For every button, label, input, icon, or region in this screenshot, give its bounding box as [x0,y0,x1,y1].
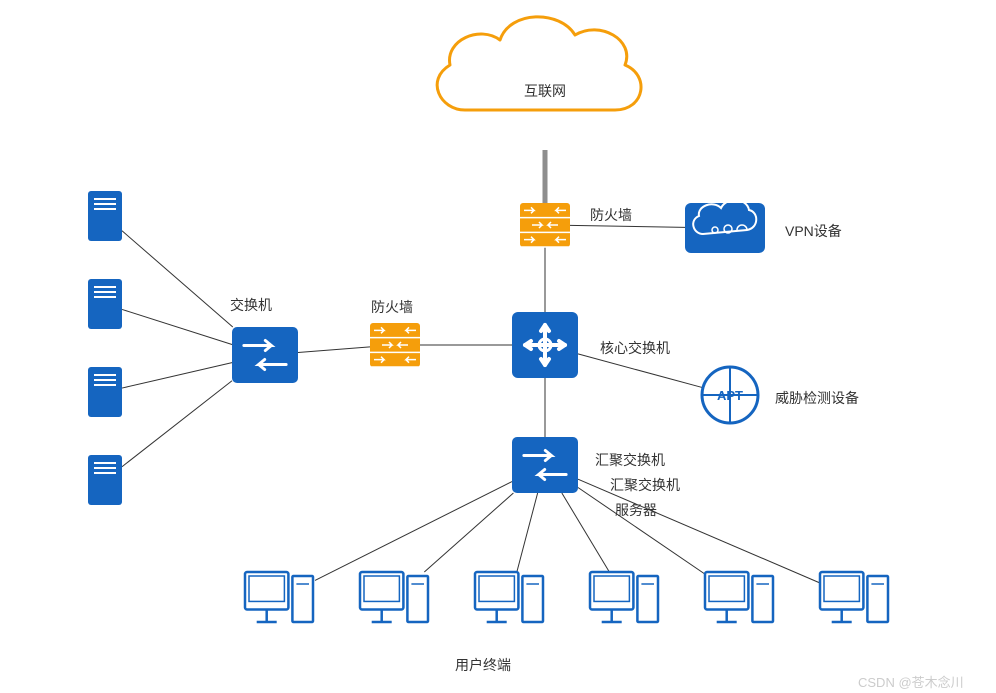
label-core: 核心交换机 [600,338,670,358]
free-label: 服务器 [615,500,657,520]
edge [562,493,610,572]
edge [517,493,538,572]
node-pc5 [705,572,773,622]
label-fw_left: 防火墙 [371,297,413,317]
edge [122,363,232,388]
node-apt: APT [702,367,758,423]
label-fw_top: 防火墙 [590,205,632,225]
label-switch_left: 交换机 [230,295,272,315]
node-fw_top [520,203,570,247]
label-cloud: 互联网 [505,81,585,101]
node-pc3 [475,572,543,622]
node-srv2 [88,279,122,329]
edge [122,309,232,344]
node-vpn [685,200,765,253]
free-label: 汇聚交换机 [610,475,680,495]
edge [570,225,685,227]
edge [122,381,232,467]
free-label: 用户终端 [455,655,511,675]
edge [298,347,370,353]
node-core [512,312,578,378]
edge [315,482,512,581]
node-srv4 [88,455,122,505]
label-apt: 威胁检测设备 [775,388,859,408]
node-pc4 [590,572,658,622]
edge [424,493,513,572]
label-vpn: VPN设备 [785,221,842,241]
edge [578,354,702,388]
svg-text:APT: APT [717,388,743,403]
edge [122,231,233,327]
node-fw_left [370,323,420,367]
node-pc2 [360,572,428,622]
node-srv3 [88,367,122,417]
node-srv1 [88,191,122,241]
node-pc6 [820,572,888,622]
node-pc1 [245,572,313,622]
watermark: CSDN @苍木念川 [858,672,964,691]
node-agg [512,437,578,493]
node-switch_left [232,327,298,383]
free-label: 汇聚交换机 [595,450,665,470]
